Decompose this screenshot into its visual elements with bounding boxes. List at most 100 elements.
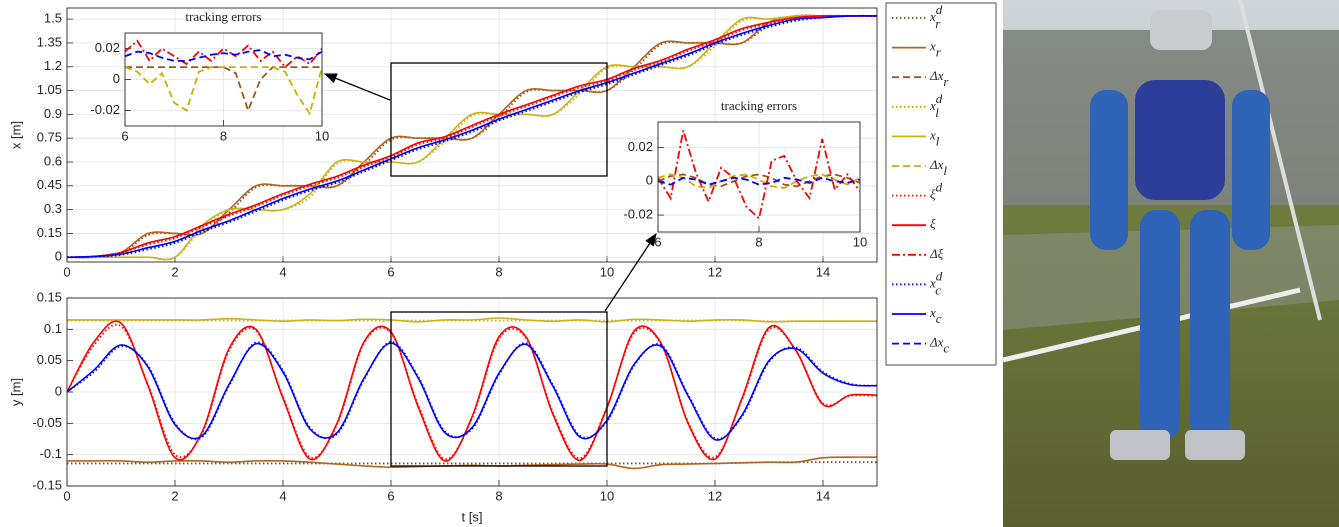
y-tick-label: 0.75	[37, 130, 62, 145]
robot-leg	[1190, 210, 1230, 440]
robot-leg	[1140, 210, 1180, 440]
y-tick-label: 0.6	[44, 153, 62, 168]
robot-head	[1150, 10, 1212, 50]
series-line	[658, 176, 860, 186]
y-tick-label: 0.02	[628, 139, 653, 154]
y-tick-label: -0.02	[90, 102, 120, 117]
arrow	[323, 73, 391, 101]
x-tick-label: 4	[279, 264, 286, 279]
y-tick-label: 0	[55, 249, 62, 264]
y-tick-label: 0.45	[37, 177, 62, 192]
legend-label: xl	[929, 127, 940, 148]
series-line	[67, 15, 877, 259]
legend-label: xr	[929, 39, 942, 60]
y-tick-label: 0.15	[37, 225, 62, 240]
series-line	[125, 39, 322, 69]
robot-arm	[1090, 90, 1128, 250]
y-tick-label: -0.02	[623, 207, 653, 222]
y-tick-label: 0.9	[44, 106, 62, 121]
chart: 6 8 10 -0.02 0 0.02 tracking errors	[90, 9, 329, 143]
y-axis-label: y [m]	[8, 378, 23, 406]
y-tick-label: 0.15	[37, 289, 62, 304]
y-tick-label: 0.3	[44, 201, 62, 216]
series-line	[67, 320, 877, 462]
series-line	[658, 130, 860, 221]
x-tick-label: 8	[220, 128, 227, 143]
x-tick-label: 12	[708, 488, 722, 503]
series-line	[125, 66, 322, 116]
chart: 6 8 10 -0.02 0 0.02 tracking errors	[623, 98, 867, 249]
y-tick-label: 1.5	[44, 11, 62, 26]
x-tick-label: 4	[279, 488, 286, 503]
series-line	[67, 317, 877, 323]
x-tick-label: 8	[495, 264, 502, 279]
y-tick-label: -0.05	[32, 415, 62, 430]
y-axis-label: x [m]	[8, 121, 23, 149]
x-tick-label: 10	[600, 488, 614, 503]
x-tick-label: 10	[853, 234, 867, 249]
x-tick-label: 8	[755, 234, 762, 249]
inset-title: tracking errors	[185, 9, 261, 24]
legend-label: xd c	[929, 268, 943, 297]
y-tick-label: 0	[113, 71, 120, 86]
x-tick-label: 10	[315, 128, 329, 143]
series-line	[67, 456, 877, 470]
axes-box	[66, 297, 878, 487]
y-tick-label: -0.15	[32, 477, 62, 492]
x-tick-label: 10	[600, 264, 614, 279]
y-tick-label: 0	[646, 173, 653, 188]
legend-label: xd l	[929, 91, 943, 120]
y-tick-label: 0.05	[37, 352, 62, 367]
x-tick-label: 0	[63, 488, 70, 503]
robot-arm	[1232, 90, 1270, 250]
series-line	[658, 173, 860, 189]
series-line	[67, 461, 877, 465]
y-tick-label: 0	[55, 383, 62, 398]
robot-foot	[1185, 430, 1245, 460]
robot-foot	[1110, 430, 1170, 460]
x-tick-label: 6	[121, 128, 128, 143]
photo-pole	[1238, 0, 1322, 321]
x-tick-label: 14	[816, 264, 830, 279]
x-tick-label: 12	[708, 264, 722, 279]
x-tick-label: 6	[387, 488, 394, 503]
series-line	[67, 14, 877, 259]
x-tick-label: 8	[495, 488, 502, 503]
arrow	[604, 232, 657, 312]
y-tick-label: 0.02	[95, 40, 120, 55]
legend-label: xd r	[929, 2, 943, 31]
chart: 0 2 4 6 8 10 12 14 -0.15 -0.1 -0.05 0 0.05 0.1 0.15 t […	[8, 289, 878, 524]
x-tick-label: 2	[171, 264, 178, 279]
legend-label: xc	[929, 305, 942, 326]
legend-label: Δxr	[929, 68, 949, 89]
y-tick-label: 0.1	[44, 321, 62, 336]
legend-label: Δxc	[929, 335, 949, 356]
robot-torso	[1135, 80, 1225, 200]
series-line	[67, 15, 877, 259]
x-tick-label: 0	[63, 264, 70, 279]
legend: xd r xr Δxr xd l xl Δxl ξd ξ Δξ xd c xc Δxc	[885, 2, 997, 366]
plots: 0 2 4 6 8 10 12 1400.150.30.450.60.750.91.051.2…	[8, 7, 878, 524]
x-tick-label: 2	[171, 488, 178, 503]
zoom-box	[390, 62, 608, 177]
photo	[1002, 0, 1339, 527]
axes-box	[66, 7, 878, 263]
x-tick-label: 14	[816, 488, 830, 503]
x-axis-label: t [s]	[462, 509, 483, 524]
axes-box	[124, 32, 323, 127]
inset-title: tracking errors	[721, 98, 797, 113]
x-tick-label: 6	[654, 234, 661, 249]
zoom-box	[390, 311, 608, 467]
legend-label: ξ	[930, 216, 936, 231]
series-line	[67, 342, 877, 441]
axes-box	[657, 121, 861, 233]
x-tick-label: 6	[387, 264, 394, 279]
legend-label: Δξ	[929, 246, 944, 261]
y-tick-label: 1.2	[44, 58, 62, 73]
legend-label: Δxl	[929, 157, 947, 178]
y-tick-label: -0.1	[40, 446, 62, 461]
legend-box	[885, 2, 997, 366]
series-line	[125, 49, 322, 62]
